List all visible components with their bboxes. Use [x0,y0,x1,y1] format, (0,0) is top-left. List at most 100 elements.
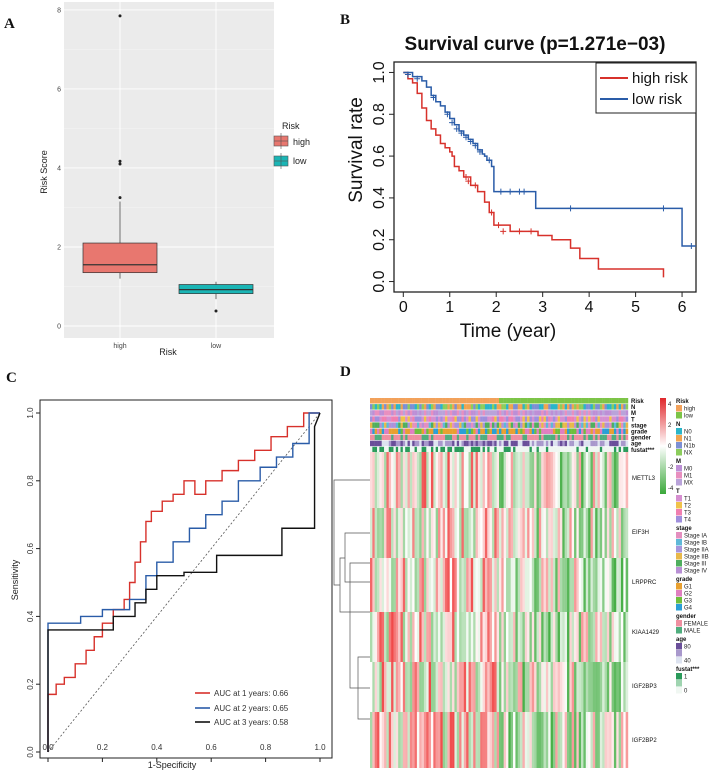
y-tick-label: 4 [57,165,61,172]
heatmap-cell [623,558,626,612]
annotation-cell-age [550,440,554,447]
heatmap-cell [564,712,568,768]
heatmap-cell [536,508,540,558]
heatmap-cell [599,558,603,612]
annotation-cell-grade [477,428,481,434]
heatmap-cell [482,612,486,662]
annotation-cell-grade [520,428,523,434]
annotation-cell-age [442,440,446,447]
annotation-cell-T [562,416,565,422]
heatmap-cell [487,558,490,612]
heatmap-cell [416,452,420,508]
x-tick-label: 3 [538,299,547,316]
heatmap-cell [423,452,427,508]
heatmap-cell [510,452,514,508]
heatmap-cell [541,662,544,712]
legend-swatch [676,495,682,502]
heatmap-cell [562,612,565,662]
annotation-cell-N [555,404,558,410]
heatmap-cell [447,712,450,768]
y-tick-label: 0 [57,324,61,331]
annotation-cell-M [370,410,373,416]
heatmap-cell [414,662,418,712]
heatmap-cell [487,508,490,558]
heatmap-cell [599,662,603,712]
annotation-cell-age [538,440,542,447]
annotation-cell-fustat [625,446,629,453]
heatmap-cell [393,508,396,558]
y-axis-label: Sensitivity [10,559,20,600]
annotation-cell-age [604,440,608,447]
annotation-cell-T [597,416,601,422]
heatmap-cell [473,662,476,712]
heatmap-cell [416,508,420,558]
annotation-cell-N [407,404,411,410]
annotation-cell-fustat [489,446,493,453]
annotation-cell-stage [442,422,446,428]
heatmap-cell [395,452,399,508]
annotation-cell-M [384,410,387,416]
heatmap-cell [618,452,622,508]
annotation-cell-gender [466,434,469,441]
annotation-cell-M [574,410,577,416]
diagonal-reference [47,412,321,753]
heatmap-cell [381,558,385,612]
heatmap-cell [421,712,425,768]
annotation-cell-gender [517,434,521,441]
annotation-cell-T [618,416,622,422]
heatmap-cell [393,662,396,712]
heatmap-cell [480,662,483,712]
annotation-cell-stage [477,422,481,428]
annotation-cell-M [454,410,457,416]
x-tick-label: 1 [445,299,454,316]
heatmap-cell [374,662,378,712]
legend-item-label: FEMALE [684,622,708,628]
annotation-cell-N [588,404,591,410]
annotation-cell-stage [534,422,537,428]
x-axis-label: 1-Specificity [148,760,197,770]
annotation-cell-T [510,416,514,422]
y-tick-label: 8 [57,7,61,14]
heatmap-cell [576,662,579,712]
annotation-cell-fustat [590,446,594,453]
censor-mark [476,148,483,155]
annotation-cell-M [606,410,610,416]
colorbar-ticks: 420-2-4 [668,402,674,492]
heatmap-cell [520,452,523,508]
annotation-cell-gender [423,434,427,441]
heatmap-cell [578,452,582,508]
annotation-cell-grade [536,428,540,434]
annotation-cell-stage [419,422,422,428]
annotation-cell-gender [574,434,577,441]
annotation-cell-gender [585,434,589,441]
heatmap-cell [513,612,516,662]
annotation-cell-fustat [435,446,439,453]
heatmap-cell [409,558,413,612]
heatmap-cell [538,452,542,508]
heatmap-cell [496,508,500,558]
heatmap-cell [419,612,422,662]
annotation-cell-fustat [452,446,455,453]
heatmap-cell [602,508,605,558]
annotation-cell-N [524,404,528,410]
annotation-cell-fustat [569,446,572,453]
heatmap-cell [433,508,436,558]
annotation-cell-N [564,404,568,410]
annotation-cell-gender [552,434,556,441]
heatmap-cell [442,712,446,768]
heatmap-cell [545,508,549,558]
heatmap-cell [491,452,495,508]
heatmap-cell [510,712,514,768]
annotation-cell-N [395,404,399,410]
legend-swatch [676,502,682,509]
annotation-cell-N [606,404,610,410]
annotation-cell-fustat [395,446,399,453]
annotation-cell-T [550,416,554,422]
heatmap-cell [550,662,554,712]
annotation-cell-age [503,440,507,447]
heatmap-cell [430,558,434,612]
heatmap-cell [574,452,577,508]
heatmap-cell [447,612,450,662]
